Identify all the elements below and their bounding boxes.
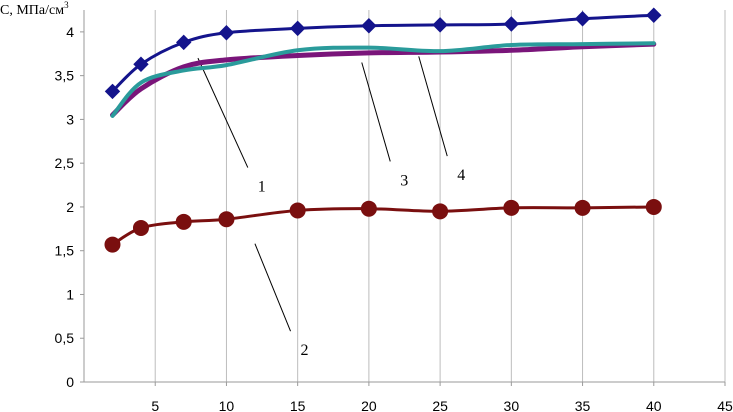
y-tick-label: 0,5 [55, 330, 75, 346]
annotation-label-4: 4 [457, 167, 465, 184]
y-tick-label: 1 [66, 286, 74, 302]
series-2-point [289, 202, 306, 219]
annotation-leader-2 [254, 243, 292, 332]
series-2-point [432, 203, 449, 220]
x-tick-label: 10 [219, 398, 235, 412]
series-1-point [646, 7, 662, 23]
series-1-point [574, 11, 591, 27]
series-2-point [175, 213, 192, 230]
series-1-point [176, 34, 192, 51]
y-tick-label: 0 [66, 374, 74, 390]
x-tick-label: 25 [432, 398, 448, 412]
series-1-point [104, 83, 121, 100]
series-1-point [133, 56, 149, 72]
series-1-point [503, 16, 520, 32]
axes [80, 10, 726, 386]
series-2-point [574, 199, 591, 216]
series-2-point [132, 219, 149, 236]
series-2-point [104, 236, 121, 253]
annotation-label-1: 1 [258, 179, 266, 196]
series-1-point [289, 20, 306, 37]
y-tick-label: 2 [66, 199, 74, 215]
y-axis-label: С, МПа/см3 [0, 0, 69, 18]
y-tick-label: 3 [66, 111, 74, 127]
x-tick-label: 20 [361, 398, 377, 412]
annotation-label-3: 3 [400, 172, 408, 189]
y-axis-label-superscript: 3 [64, 0, 69, 10]
annotation-leader-4 [418, 56, 448, 157]
series-2-point [503, 199, 520, 216]
y-tick-label: 2,5 [55, 155, 75, 171]
series-2-point [645, 198, 662, 215]
tick-labels: 00,511,522,533,545 10 15 20 25 30 35 40 45 [55, 24, 733, 412]
x-tick-label: 35 [575, 398, 591, 412]
x-tick-label: 5 [151, 398, 159, 412]
annotation-leader-1 [197, 57, 249, 168]
series-1-point [432, 17, 448, 33]
gridlines [154, 10, 726, 382]
y-tick-label: 3,5 [55, 68, 75, 84]
series-markers [104, 7, 662, 253]
x-tick-label: 30 [504, 398, 520, 412]
series-line-1 [110, 13, 656, 93]
y-tick-label: 4 [66, 24, 74, 40]
series-line-3 [109, 41, 657, 118]
series-lines [109, 13, 657, 247]
series-1-point [218, 25, 235, 41]
annotation-leader-3 [361, 62, 391, 162]
x-tick-label: 40 [646, 398, 662, 412]
series-2-point [360, 200, 377, 217]
annotation-label-2: 2 [301, 342, 309, 359]
x-tick-label: 15 [290, 398, 306, 412]
annotations: 1 2 3 4 [197, 56, 465, 359]
y-tick-label: 1,5 [55, 243, 75, 259]
series-line-4 [110, 41, 656, 118]
series-1-point [361, 18, 377, 34]
series-line-2 [110, 205, 656, 247]
series-2-point [218, 211, 235, 228]
x-tick-label: 45 [717, 398, 733, 412]
